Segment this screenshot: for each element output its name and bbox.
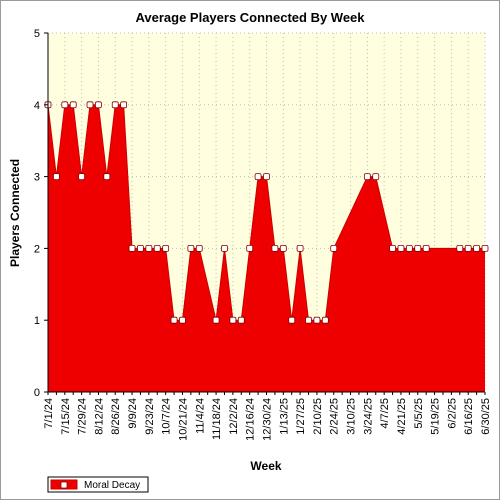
- data-point: [321, 316, 329, 324]
- data-point: [296, 244, 304, 252]
- y-tick-label: 1: [34, 315, 40, 327]
- y-tick-label: 2: [34, 243, 40, 255]
- data-point: [229, 316, 237, 324]
- y-axis-title: Players Connected: [8, 159, 22, 267]
- data-point: [473, 244, 480, 252]
- x-tick-label: 10/21/24: [177, 398, 189, 441]
- x-axis-title: Week: [250, 459, 281, 473]
- data-point: [86, 101, 94, 109]
- data-point: [422, 244, 430, 252]
- data-point: [363, 173, 371, 181]
- data-point: [195, 244, 203, 252]
- data-point: [153, 244, 161, 252]
- data-point: [456, 244, 464, 252]
- x-tick-label: 7/15/24: [60, 398, 72, 435]
- data-point: [372, 173, 380, 181]
- y-tick-label: 4: [34, 100, 40, 112]
- y-tick-label: 5: [34, 28, 40, 40]
- data-point: [313, 316, 321, 324]
- x-tick-label: 10/7/24: [161, 398, 173, 435]
- y-tick-label: 3: [34, 172, 40, 184]
- legend: Moral Decay: [47, 476, 149, 493]
- data-point: [271, 244, 279, 252]
- chart-title: Average Players Connected By Week: [135, 10, 365, 25]
- data-point: [187, 244, 195, 252]
- data-point: [305, 316, 312, 324]
- x-tick-label: 4/7/25: [379, 398, 391, 429]
- x-tick-label: 5/5/25: [413, 398, 425, 429]
- data-point: [279, 244, 287, 252]
- x-tick-label: 8/12/24: [93, 398, 105, 435]
- x-tick-label: 6/30/25: [480, 398, 492, 435]
- data-point: [414, 244, 422, 252]
- data-point: [179, 316, 186, 324]
- x-tick-label: 9/23/24: [144, 398, 156, 435]
- data-point: [246, 244, 254, 252]
- data-point: [464, 244, 472, 252]
- x-tick-label: 5/19/25: [430, 398, 442, 435]
- data-point: [288, 316, 296, 324]
- data-point: [237, 316, 245, 324]
- data-point: [61, 101, 69, 109]
- data-point: [78, 173, 86, 181]
- x-tick-label: 12/2/24: [228, 398, 240, 435]
- data-point: [170, 316, 178, 324]
- data-point: [111, 101, 119, 109]
- y-tick-label: 0: [34, 387, 40, 399]
- x-tick-label: 2/24/25: [329, 398, 341, 435]
- data-point: [389, 244, 396, 252]
- legend-label: Moral Decay: [84, 480, 140, 491]
- data-point: [120, 101, 128, 109]
- x-tick-label: 7/1/24: [43, 398, 55, 429]
- x-tick-label: 4/21/25: [396, 398, 408, 435]
- data-point: [254, 173, 262, 181]
- data-point: [263, 173, 270, 181]
- x-tick-label: 7/29/24: [77, 398, 89, 435]
- data-point: [162, 244, 170, 252]
- data-point: [481, 244, 489, 252]
- x-tick-label: 6/2/25: [446, 398, 458, 429]
- data-point: [397, 244, 405, 252]
- x-tick-label: 2/10/25: [312, 398, 324, 435]
- x-tick-label: 3/24/25: [362, 398, 374, 435]
- x-tick-label: 1/13/25: [278, 398, 290, 435]
- data-point: [330, 244, 338, 252]
- data-point: [53, 173, 60, 181]
- data-point: [95, 101, 102, 109]
- data-point: [221, 244, 228, 252]
- data-point: [212, 316, 220, 324]
- x-tick-label: 11/4/24: [194, 398, 206, 434]
- x-tick-label: 6/16/25: [463, 398, 475, 435]
- data-point: [128, 244, 136, 252]
- x-tick-label: 12/30/24: [262, 398, 274, 441]
- series-moral-decay: [44, 101, 489, 393]
- data-point: [145, 244, 153, 252]
- x-tick-label: 11/18/24: [211, 398, 223, 440]
- data-point: [405, 244, 413, 252]
- data-point: [103, 173, 111, 181]
- data-point: [69, 101, 77, 109]
- legend-marker: [60, 481, 68, 489]
- x-tick-label: 1/27/25: [295, 398, 307, 435]
- axes: 0 1 2 3 4 5 7/1/24 7/15/24 7/29/24 8/12/24 8/26/24…: [34, 28, 492, 441]
- data-point: [137, 244, 144, 252]
- x-tick-label: 3/10/25: [346, 398, 358, 435]
- x-tick-label: 8/26/24: [110, 398, 122, 435]
- x-tick-label: 12/16/24: [245, 398, 257, 441]
- x-tick-label: 9/9/24: [127, 398, 139, 429]
